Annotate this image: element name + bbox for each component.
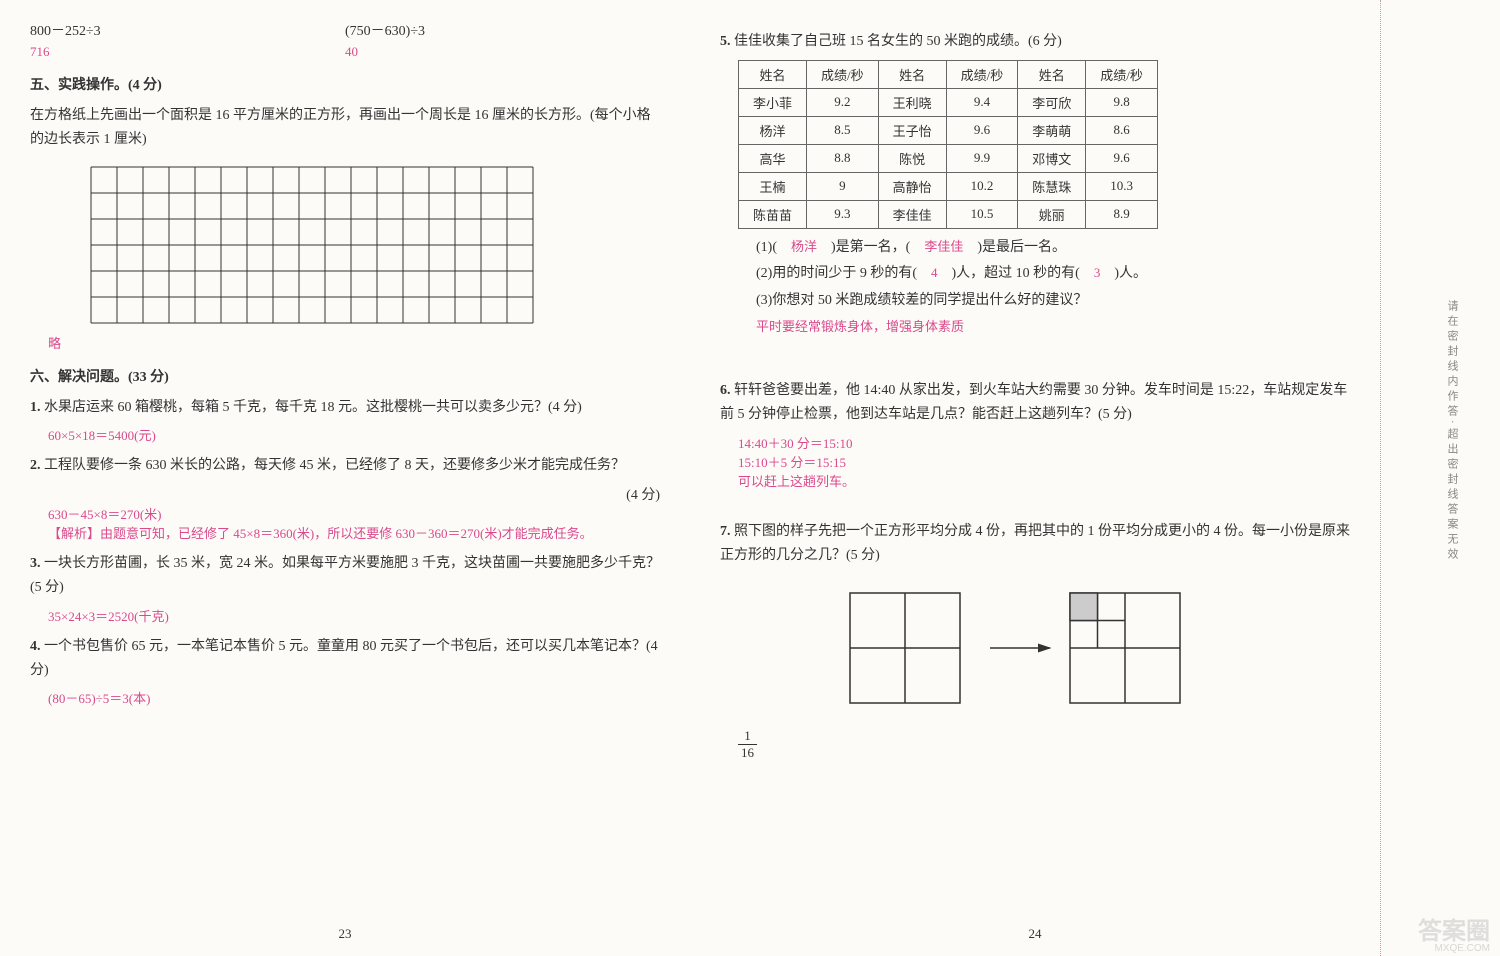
q7-num: 7. xyxy=(720,524,734,539)
expr-a: 800－252÷3 xyxy=(30,20,345,40)
page-left: 800－252÷3 716 (750－630)÷3 40 五、实践操作。(4 分… xyxy=(0,0,690,956)
q4-num: 4. xyxy=(30,639,44,654)
expr-b: (750－630)÷3 xyxy=(345,20,660,40)
q7-ans: 116 xyxy=(738,728,1350,761)
q5-sub2: (2)用的时间少于 9 秒的有( 4 )人，超过 10 秒的有( 3 )人。 xyxy=(756,261,1350,288)
q6-a3: 可以赶上这趟列车。 xyxy=(738,471,1350,490)
q5-num: 5. xyxy=(720,34,734,49)
table-row: 陈苗苗9.3李佳佳10.5姚丽8.9 xyxy=(739,200,1158,228)
q5-sub1: (1)( 杨洋 )是第一名，( 李佳佳 )是最后一名。 xyxy=(756,235,1350,262)
q6-a1: 14:40＋30 分＝15:10 xyxy=(738,433,1350,452)
q5-sub3: (3)你想对 50 米跑成绩较差的同学提出什么好的建议？ xyxy=(756,288,1350,315)
section-5-title: 五、实践操作。(4 分) xyxy=(30,74,660,94)
table-header: 姓名 xyxy=(878,60,946,88)
q7: 7. 照下图的样子先把一个正方形平均分成 4 份，再把其中的 1 份平均分成更小… xyxy=(720,520,1350,568)
table-row: 高华8.8陈悦9.9邓博文9.6 xyxy=(739,144,1158,172)
q3-ans: 35×24×3＝2520(千克) xyxy=(48,606,660,625)
table-header: 成绩/秒 xyxy=(1086,60,1158,88)
q3-num: 3. xyxy=(30,556,44,571)
q2-ans2: 【解析】由题意可知，已经修了 45×8＝360(米)，所以还要修 630－360… xyxy=(48,523,660,542)
table-header: 姓名 xyxy=(739,60,807,88)
q1-num: 1. xyxy=(30,400,44,415)
table-header: 姓名 xyxy=(1018,60,1086,88)
q5-text: 佳佳收集了自己班 15 名女生的 50 米跑的成绩。(6 分) xyxy=(734,34,1062,49)
section-5-ans: 略 xyxy=(48,333,660,352)
q6-num: 6. xyxy=(720,383,734,398)
table-row: 李小菲9.2王利晓9.4李可欣9.8 xyxy=(739,88,1158,116)
page-right: 5. 佳佳收集了自己班 15 名女生的 50 米跑的成绩。(6 分) 姓名成绩/… xyxy=(690,0,1380,956)
q2-ans1: 630－45×8＝270(米) xyxy=(48,504,660,523)
q5: 5. 佳佳收集了自己班 15 名女生的 50 米跑的成绩。(6 分) xyxy=(720,30,1350,54)
side-text: 请在密封线内作答·超出密封线答案无效 xyxy=(1444,300,1460,563)
section-6-title: 六、解决问题。(33 分) xyxy=(30,366,660,386)
score-table: 姓名成绩/秒姓名成绩/秒姓名成绩/秒李小菲9.2王利晓9.4李可欣9.8杨洋8.… xyxy=(738,60,1158,229)
q3: 3. 一块长方形苗圃，长 35 米，宽 24 米。如果每平方米要施肥 3 千克，… xyxy=(30,552,660,600)
square-diagram xyxy=(840,583,1200,713)
expr-a-ans: 716 xyxy=(30,44,345,60)
side-column: 请在密封线内作答·超出密封线答案无效 xyxy=(1380,0,1500,956)
q5-sub3-ans: 平时要经常锻炼身体，增强身体素质 xyxy=(756,315,1350,340)
table-row: 王楠9高静怡10.2陈慧珠10.3 xyxy=(739,172,1158,200)
q4: 4. 一个书包售价 65 元，一本笔记本售价 5 元。童童用 80 元买了一个书… xyxy=(30,635,660,683)
q1-text: 水果店运来 60 箱樱桃，每箱 5 千克，每千克 18 元。这批樱桃一共可以卖多… xyxy=(44,400,582,415)
q6-text: 轩轩爸爸要出差，他 14:40 从家出发，到火车站大约需要 30 分钟。发车时间… xyxy=(720,383,1347,422)
watermark-sub: MXQE.COM xyxy=(1434,943,1490,954)
table-header: 成绩/秒 xyxy=(807,60,879,88)
grid-paper xyxy=(90,166,534,324)
table-header: 成绩/秒 xyxy=(946,60,1018,88)
page-num-right: 24 xyxy=(690,926,1380,942)
q2-num: 2. xyxy=(30,458,44,473)
table-row: 杨洋8.5王子怡9.6李萌萌8.6 xyxy=(739,116,1158,144)
expr-b-ans: 40 xyxy=(345,44,660,60)
q7-text: 照下图的样子先把一个正方形平均分成 4 份，再把其中的 1 份平均分成更小的 4… xyxy=(720,524,1350,563)
page-num-left: 23 xyxy=(0,926,690,942)
top-exprs: 800－252÷3 716 (750－630)÷3 40 xyxy=(30,20,660,60)
q2: 2. 工程队要修一条 630 米长的公路，每天修 45 米，已经修了 8 天，还… xyxy=(30,454,660,478)
q1: 1. 水果店运来 60 箱樱桃，每箱 5 千克，每千克 18 元。这批樱桃一共可… xyxy=(30,396,660,420)
q1-ans: 60×5×18＝5400(元) xyxy=(48,425,660,444)
q2-text: 工程队要修一条 630 米长的公路，每天修 45 米，已经修了 8 天，还要修多… xyxy=(44,458,625,473)
q2-pts: (4 分) xyxy=(30,484,660,504)
section-5-text: 在方格纸上先画出一个面积是 16 平方厘米的正方形，再画出一个周长是 16 厘米… xyxy=(30,104,660,152)
q3-text: 一块长方形苗圃，长 35 米，宽 24 米。如果每平方米要施肥 3 千克，这块苗… xyxy=(30,556,660,595)
watermark: 答案圈 xyxy=(1418,911,1490,946)
q4-text: 一个书包售价 65 元，一本笔记本售价 5 元。童童用 80 元买了一个书包后，… xyxy=(30,639,658,678)
q4-ans: (80－65)÷5＝3(本) xyxy=(48,688,660,707)
q6: 6. 轩轩爸爸要出差，他 14:40 从家出发，到火车站大约需要 30 分钟。发… xyxy=(720,379,1350,427)
q6-a2: 15:10＋5 分＝15:15 xyxy=(738,452,1350,471)
